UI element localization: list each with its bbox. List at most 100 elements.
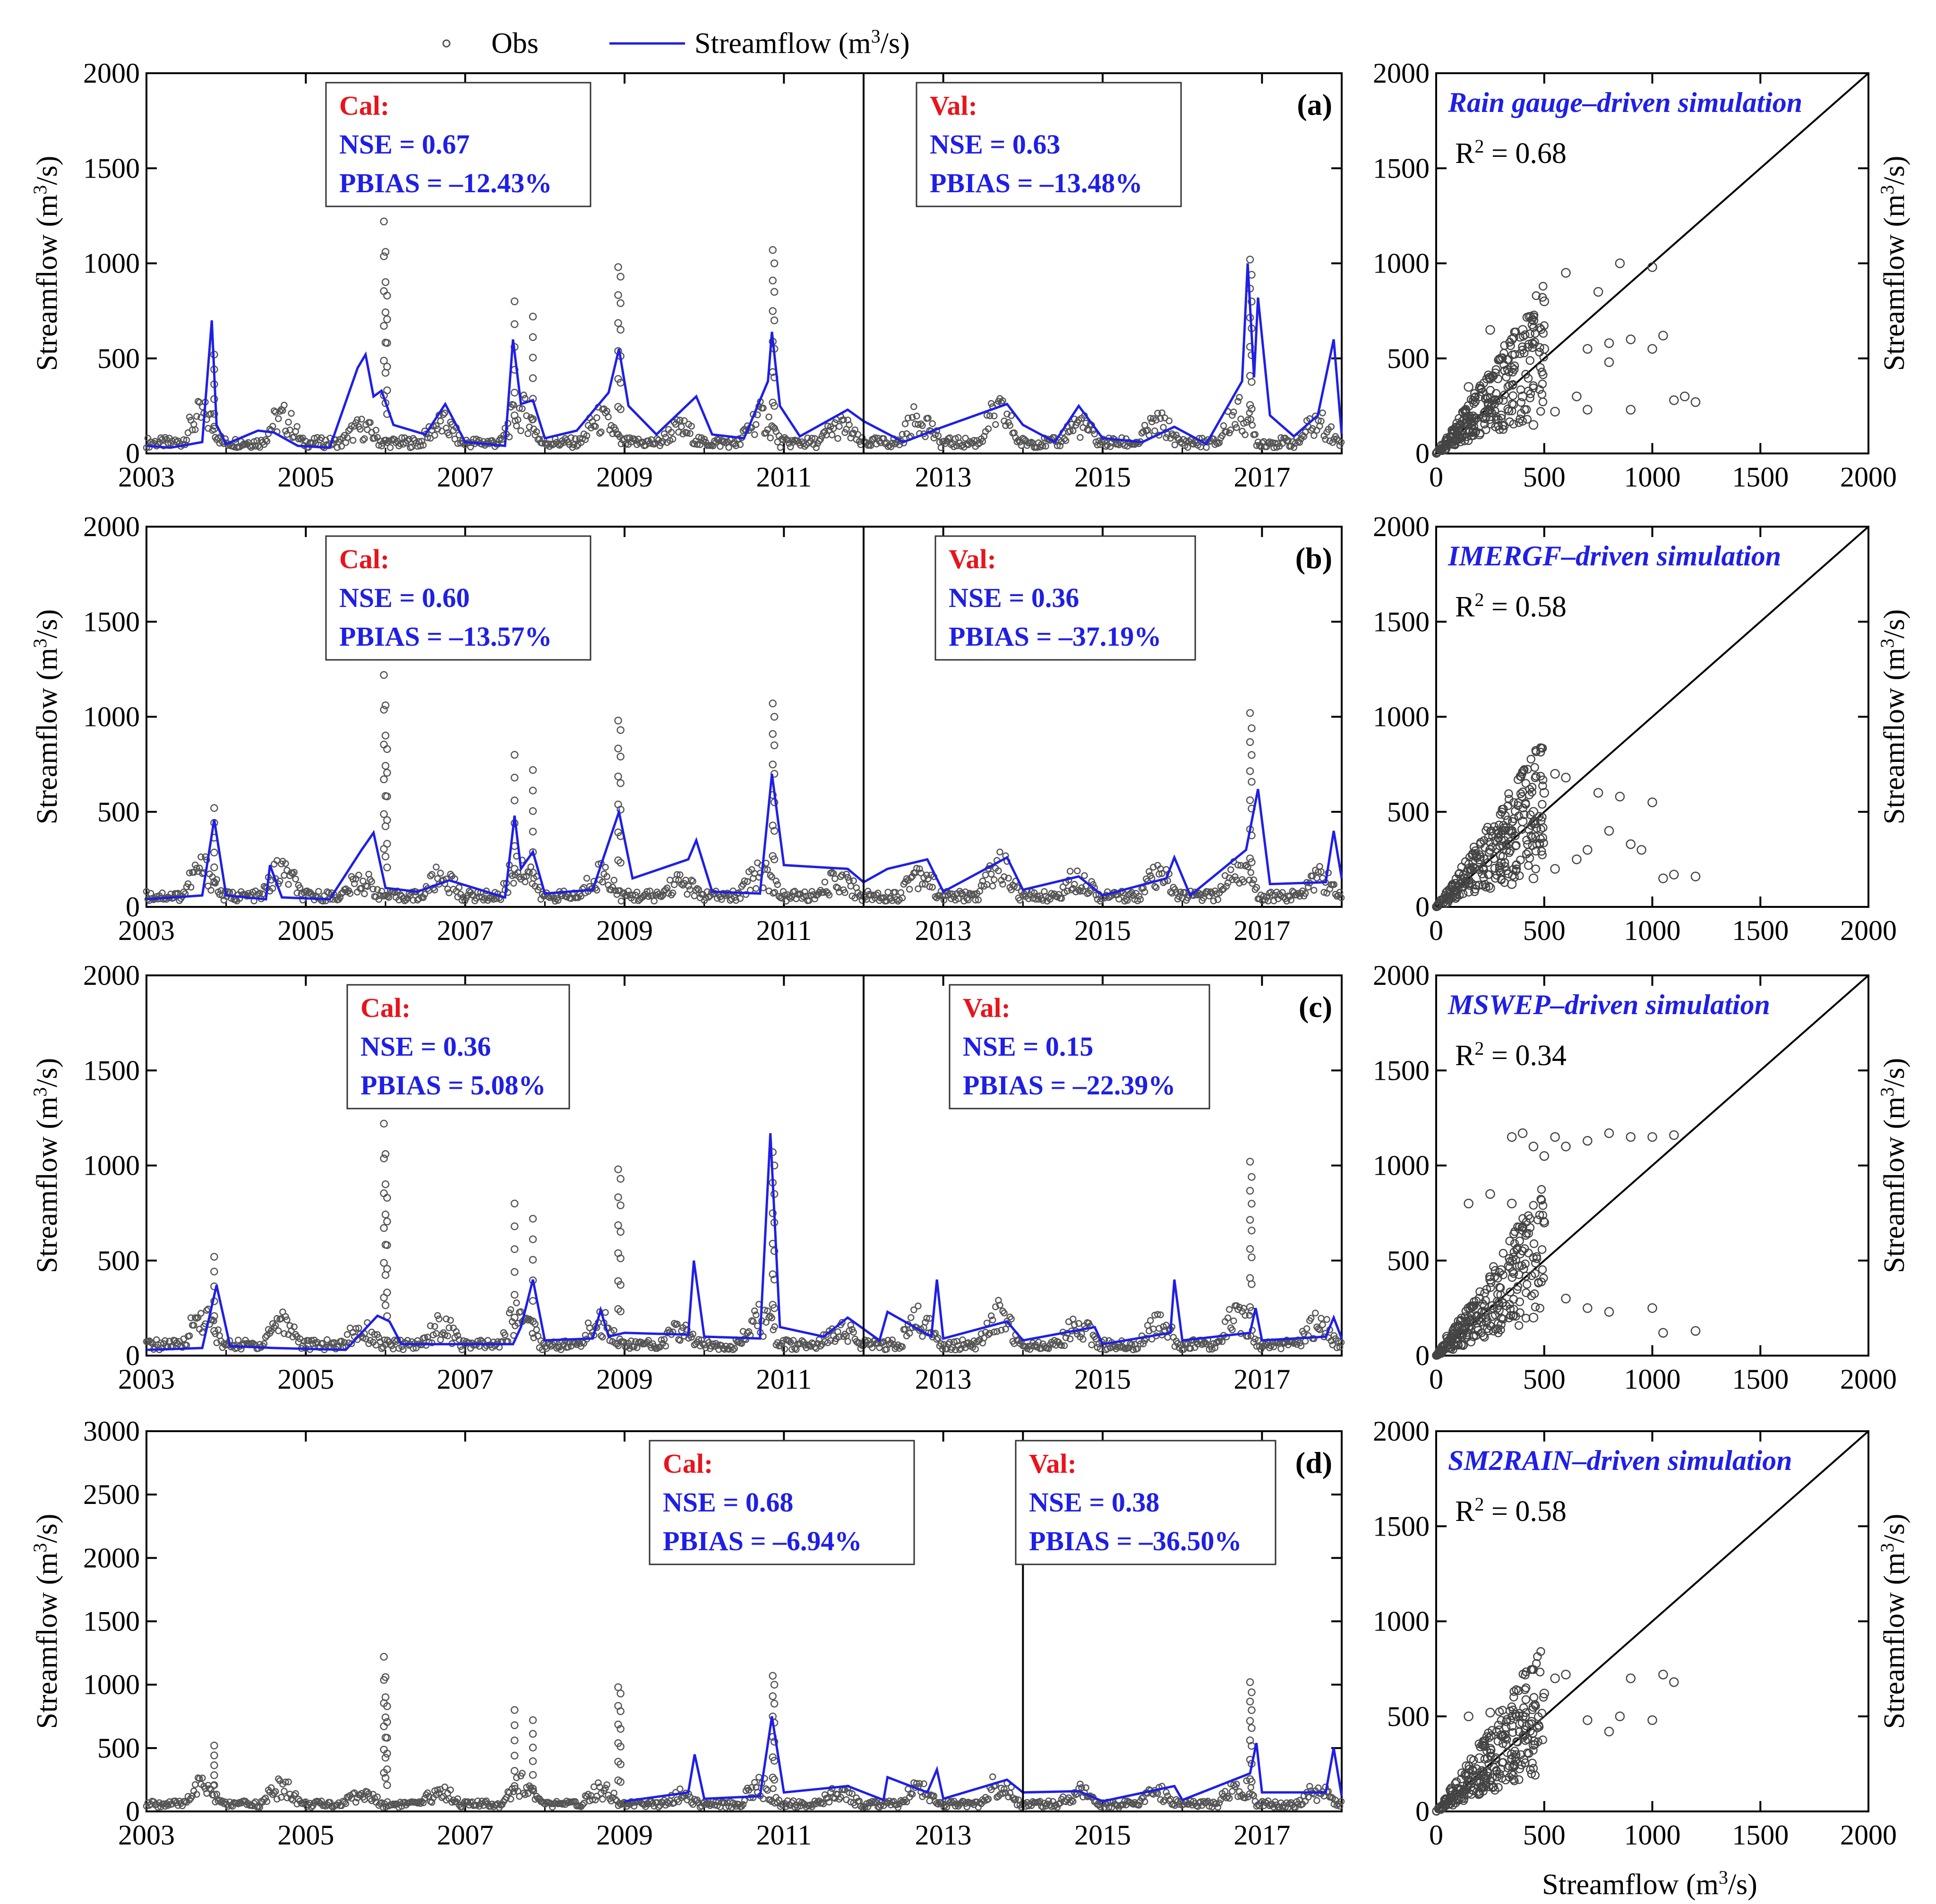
x-tick-label: 2013 — [915, 1364, 972, 1395]
obs-peak-point — [1247, 739, 1253, 745]
obs-point — [775, 882, 780, 888]
obs-peak-point — [384, 363, 390, 370]
obs-peak-point — [530, 354, 536, 361]
scatter-point — [1538, 1186, 1545, 1193]
x-tick-label: 0 — [1429, 1819, 1443, 1851]
obs-point — [766, 414, 772, 420]
obs-peak-point — [384, 1782, 390, 1788]
obs-peak-point — [771, 714, 778, 720]
scatter-point — [1637, 845, 1646, 854]
scatter-point — [1627, 840, 1635, 848]
obs-point — [208, 888, 214, 893]
scatter-point — [1562, 1142, 1570, 1151]
cal-heading: Cal: — [663, 1448, 713, 1479]
obs-peak-point — [617, 273, 624, 280]
scatter-point — [1562, 1294, 1570, 1303]
obs-peak-point — [770, 308, 776, 315]
obs-peak-point — [770, 1693, 776, 1699]
obs-peak-point — [770, 731, 776, 737]
obs-peak-point — [384, 817, 390, 823]
x-tick-label: 2009 — [596, 915, 653, 946]
obs-peak-point — [530, 1256, 536, 1263]
obs-peak-point — [530, 1717, 536, 1724]
scatter-point — [1508, 1199, 1516, 1208]
obs-point — [832, 876, 838, 881]
obs-peak-point — [1248, 725, 1255, 732]
obs-point — [442, 410, 448, 416]
obs-peak-point — [617, 780, 624, 786]
obs-point — [518, 428, 523, 434]
y-tick-label: 2000 — [83, 960, 140, 991]
obs-point — [753, 422, 759, 427]
obs-peak-point — [511, 1246, 518, 1253]
scatter-point — [1583, 405, 1592, 414]
scatter-point — [1583, 1304, 1592, 1312]
obs-peak-point — [511, 389, 518, 396]
scatter-point — [1486, 1190, 1494, 1198]
scatter-point — [1670, 1131, 1678, 1139]
obs-peak-point — [211, 1772, 217, 1778]
scatter-point — [1583, 345, 1592, 353]
obs-peak-point — [530, 808, 536, 814]
x-tick-label: 2017 — [1234, 915, 1290, 946]
r-squared: R2 = 0.68 — [1455, 136, 1567, 170]
scatter-point — [1605, 339, 1613, 348]
obs-point — [835, 435, 840, 441]
obs-peak-point — [1248, 1689, 1255, 1696]
obs-peak-point — [211, 864, 217, 871]
panel-label: (d) — [1295, 1446, 1332, 1479]
obs-point — [678, 424, 684, 429]
r-squared: R2 = 0.34 — [1455, 1038, 1567, 1072]
x-tick-label: 1500 — [1732, 461, 1789, 493]
x-tick-label: 2000 — [1840, 461, 1897, 493]
val-heading: Val: — [949, 544, 996, 574]
obs-peak-point — [615, 773, 622, 780]
y-axis-title: Streamflow (m3/s) — [29, 609, 64, 825]
scatter-point — [1627, 335, 1635, 344]
val-heading: Val: — [963, 992, 1011, 1023]
obs-peak-point — [382, 1694, 389, 1700]
obs-peak-point — [511, 1707, 518, 1713]
y-tick-label: 1000 — [83, 1150, 140, 1181]
obs-point — [1320, 1322, 1326, 1328]
scatter-points — [1432, 744, 1700, 911]
obs-point — [990, 883, 995, 889]
obs-point — [991, 877, 997, 882]
obs-peak-point — [511, 1223, 518, 1229]
obs-point — [286, 881, 291, 887]
x-tick-label: 500 — [1523, 915, 1566, 946]
obs-peak-point — [770, 277, 776, 284]
obs-peak-point — [384, 746, 390, 752]
x-tick-label: 2007 — [437, 1364, 494, 1395]
y-tick-label: 0 — [1415, 1796, 1430, 1827]
obs-point — [1248, 870, 1254, 875]
x-tick-label: 2017 — [1234, 461, 1290, 493]
x-tick-label: 2015 — [1074, 461, 1131, 493]
scatter-point — [1508, 1133, 1516, 1141]
scatter-point — [1659, 874, 1667, 883]
obs-peak-point — [384, 1218, 390, 1225]
obs-point — [1319, 1315, 1324, 1321]
obs-peak-point — [1247, 1698, 1253, 1705]
scatter-point — [1594, 288, 1602, 296]
y-tick-label: 3000 — [83, 1416, 140, 1447]
obs-point — [1228, 867, 1234, 872]
obs-peak-point — [381, 776, 387, 783]
scatter-point — [1627, 1133, 1635, 1141]
x-tick-label: 2013 — [915, 915, 972, 946]
x-tick-label: 2017 — [1234, 1819, 1290, 1851]
x-tick-label: 2015 — [1074, 1819, 1131, 1851]
obs-point — [611, 878, 617, 883]
obs-peak-point — [211, 1762, 217, 1768]
obs-peak-point — [1247, 710, 1253, 717]
obs-point — [275, 416, 281, 421]
obs-point — [1172, 442, 1178, 448]
obs-peak-point — [381, 1654, 387, 1660]
obs-peak-point — [1247, 1187, 1253, 1194]
obs-peak-point — [511, 1722, 518, 1729]
x-tick-label: 2009 — [596, 461, 653, 493]
obs-peak-point — [530, 1758, 536, 1765]
obs-point — [1226, 1306, 1232, 1312]
obs-point — [1089, 1342, 1095, 1348]
